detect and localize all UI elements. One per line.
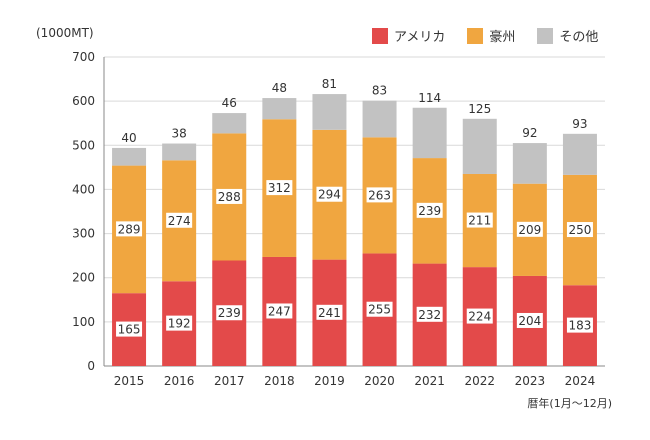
data-label-usa-2020: 255 [368,303,391,317]
data-label-bg-usa-2016 [166,315,193,331]
data-label-bg-usa-2021 [416,306,443,322]
y-tick-label-400: 400 [72,182,95,196]
bar-other-2016 [162,143,197,161]
legend-item-usa: アメリカ [372,26,445,45]
data-label-usa-2019: 241 [318,306,341,320]
data-label-bg-usa-2023 [516,312,543,328]
y-tick-label-700: 700 [72,50,95,64]
data-label-other-2015: 40 [121,131,136,145]
x-tick-label-2020: 2020 [364,374,395,388]
bar-other-2023 [512,143,547,184]
data-label-usa-2023: 204 [518,314,541,328]
x-tick-label-2015: 2015 [114,374,145,388]
data-label-usa-2021: 232 [418,308,441,322]
data-label-bg-usa-2017 [216,305,243,321]
y-tick-label-200: 200 [72,271,95,285]
data-label-australia-2024: 250 [568,223,591,237]
data-label-bg-australia-2016 [166,212,193,228]
data-label-bg-australia-2015 [116,221,143,237]
legend-item-other: その他 [537,26,598,45]
bar-other-2021 [412,107,447,159]
data-label-usa-2018: 247 [268,304,291,318]
data-label-other-2021: 114 [418,91,441,105]
y-tick-label-100: 100 [72,315,95,329]
data-label-usa-2022: 224 [468,310,491,324]
x-tick-label-2024: 2024 [565,374,596,388]
data-label-other-2023: 92 [522,126,537,140]
x-tick-label-2018: 2018 [264,374,295,388]
data-label-bg-usa-2022 [466,308,493,324]
legend-swatch-australia [467,27,484,44]
x-tick-label-2019: 2019 [314,374,345,388]
data-label-australia-2022: 211 [468,214,491,228]
data-label-bg-usa-2015 [116,321,143,337]
data-label-other-2022: 125 [468,102,491,116]
bar-other-2020 [362,100,397,138]
x-tick-label-2017: 2017 [214,374,245,388]
data-label-bg-australia-2020 [366,187,393,203]
data-label-bg-usa-2019 [316,304,343,320]
y-tick-label-300: 300 [72,227,95,241]
data-label-bg-usa-2020 [366,301,393,317]
bar-other-2015 [112,147,147,166]
x-axis-note: 暦年(1月〜12月) [527,397,612,410]
bar-other-2017 [212,113,247,134]
data-label-bg-australia-2021 [416,202,443,218]
legend: アメリカ 豪州 その他 [372,26,598,45]
data-label-other-2018: 48 [272,81,287,95]
data-label-bg-usa-2024 [566,317,593,333]
legend-item-australia: 豪州 [467,26,515,45]
x-tick-label-2021: 2021 [414,374,445,388]
legend-label-australia: 豪州 [489,30,516,45]
data-label-australia-2023: 209 [518,223,541,237]
y-tick-label-500: 500 [72,138,95,152]
data-label-other-2017: 46 [222,96,237,110]
data-label-bg-usa-2018 [266,303,293,319]
data-label-usa-2016: 192 [168,317,191,331]
data-label-other-2019: 81 [322,77,337,91]
data-label-other-2024: 93 [572,117,587,131]
legend-swatch-usa [372,27,388,44]
x-tick-label-2016: 2016 [164,374,195,388]
data-label-bg-australia-2018 [266,180,293,196]
data-label-bg-australia-2024 [566,222,593,238]
data-label-australia-2016: 274 [168,214,191,228]
data-label-australia-2015: 289 [118,222,141,236]
y-axis-unit-label: (1000MT) [36,26,94,40]
y-tick-label-600: 600 [72,94,95,108]
data-label-australia-2019: 294 [318,188,341,202]
data-label-bg-australia-2022 [466,212,493,228]
bar-other-2022 [462,118,497,174]
data-label-usa-2015: 165 [118,323,141,337]
legend-swatch-other [537,27,554,44]
y-tick-label-0: 0 [87,359,95,373]
data-label-australia-2017: 288 [218,190,241,204]
x-tick-label-2023: 2023 [515,374,546,388]
bar-other-2018 [262,98,297,120]
data-label-other-2016: 38 [172,127,187,141]
x-tick-label-2022: 2022 [464,374,495,388]
data-label-usa-2017: 239 [218,306,241,320]
data-label-australia-2018: 312 [268,181,291,195]
bar-other-2024 [562,133,597,175]
data-label-bg-australia-2023 [516,221,543,237]
legend-label-usa: アメリカ [394,30,446,45]
data-label-other-2020: 83 [372,84,387,98]
data-label-bg-australia-2017 [216,188,243,204]
data-label-australia-2021: 239 [418,204,441,218]
data-label-australia-2020: 263 [368,188,391,202]
legend-label-other: その他 [559,30,599,45]
data-label-usa-2024: 183 [568,319,591,333]
bar-other-2019 [312,94,347,130]
data-label-bg-australia-2019 [316,186,343,202]
